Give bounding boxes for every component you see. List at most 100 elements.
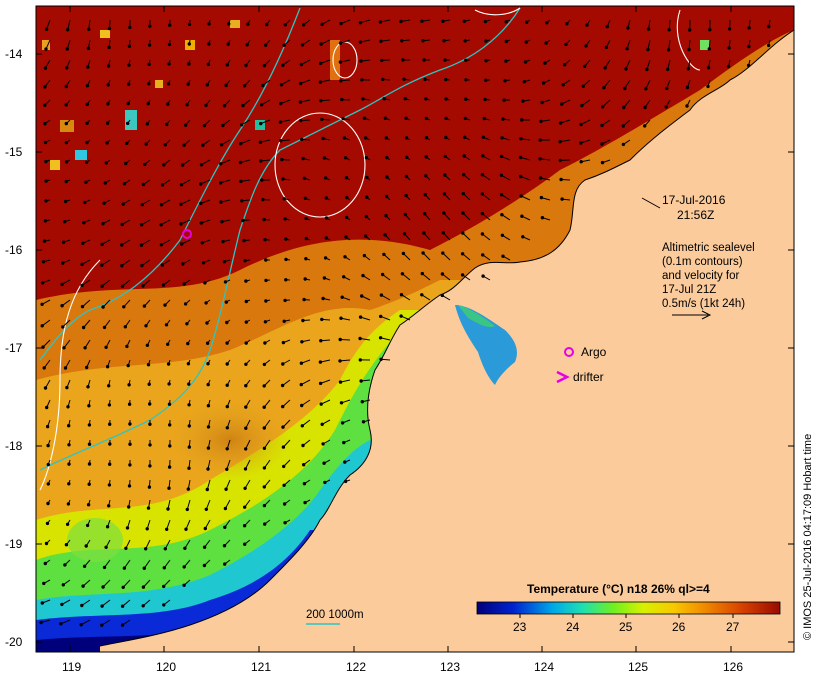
velocity-arrowhead xyxy=(244,384,248,388)
velocity-arrowhead xyxy=(500,233,505,238)
velocity-arrowhead xyxy=(340,421,345,425)
velocity-arrowhead xyxy=(259,159,263,163)
velocity-arrowhead xyxy=(224,83,228,88)
velocity-arrowhead xyxy=(105,121,110,125)
velocity-arrowhead xyxy=(364,156,369,160)
velocity-arrowhead xyxy=(402,232,407,236)
velocity-arrowhead xyxy=(225,320,229,325)
velocity-arrowhead xyxy=(444,97,448,101)
velocity-arrowhead xyxy=(580,103,584,108)
velocity-arrowhead xyxy=(688,28,692,32)
velocity-arrowhead xyxy=(107,45,111,50)
velocity-arrowhead xyxy=(464,78,468,82)
velocity-arrowhead xyxy=(504,20,508,24)
velocity-arrowhead xyxy=(61,261,65,265)
velocity-arrowhead xyxy=(382,252,386,257)
velocity-arrowhead xyxy=(128,422,132,426)
velocity-arrowhead xyxy=(338,41,343,45)
velocity-arrowhead xyxy=(239,142,243,146)
velocity-arrowhead xyxy=(225,341,229,345)
velocity-arrowhead xyxy=(67,424,71,428)
velocity-arrowhead xyxy=(338,380,343,384)
velocity-arrowhead xyxy=(243,486,247,490)
velocity-arrowhead xyxy=(281,340,286,345)
velocity-arrowhead xyxy=(83,200,87,205)
velocity-arrowhead xyxy=(43,386,48,390)
velocity-arrowhead xyxy=(105,141,109,145)
velocity-arrowhead xyxy=(65,385,69,390)
velocity-arrowhead xyxy=(561,83,565,87)
velocity-arrowhead xyxy=(300,137,304,142)
velocity-arrowhead xyxy=(60,282,64,286)
velocity-arrowhead xyxy=(179,202,183,207)
velocity-arrowhead xyxy=(108,462,112,466)
velocity-arrowhead xyxy=(344,215,349,220)
velocity-arrowhead xyxy=(140,202,145,207)
velocity-arrowhead xyxy=(126,363,130,368)
velocity-arrowhead xyxy=(186,341,190,346)
velocity-arrowhead xyxy=(324,196,328,200)
velocity-arrowhead xyxy=(726,64,731,69)
velocity-arrowhead xyxy=(520,118,524,122)
velocity-arrowhead xyxy=(320,22,324,26)
velocity-arrowhead xyxy=(85,84,90,88)
velocity-arrowhead xyxy=(66,28,70,32)
velocity-arrowhead xyxy=(667,28,671,32)
velocity-arrowhead xyxy=(499,154,504,159)
velocity-arrowhead xyxy=(302,463,306,467)
velocity-arrowhead xyxy=(621,142,626,147)
velocity-arrowhead xyxy=(301,443,305,448)
velocity-arrowhead xyxy=(563,62,567,67)
velocity-arrowhead xyxy=(543,61,547,65)
velocity-arrowhead xyxy=(525,20,529,24)
lat-tick-label: -14 xyxy=(5,47,23,61)
velocity-arrowhead xyxy=(160,183,165,187)
velocity-arrowhead xyxy=(244,426,248,430)
velocity-arrowhead xyxy=(579,141,583,145)
velocity-arrowhead xyxy=(361,420,366,424)
velocity-arrowhead xyxy=(666,48,671,52)
velocity-arrowhead xyxy=(162,163,166,167)
velocity-arrowhead xyxy=(125,526,130,530)
velocity-arrowhead xyxy=(166,362,171,366)
velocity-arrowhead xyxy=(147,382,151,386)
velocity-arrowhead xyxy=(602,86,606,90)
velocity-arrowhead xyxy=(206,425,211,429)
velocity-arrowhead xyxy=(420,293,424,297)
velocity-arrowhead xyxy=(685,85,690,90)
velocity-arrowhead xyxy=(182,583,186,587)
velocity-arrowhead xyxy=(140,263,144,268)
velocity-arrowhead xyxy=(204,507,209,511)
legend-line: Altimetric sealevel xyxy=(662,242,755,254)
velocity-arrowhead xyxy=(63,563,67,567)
velocity-arrowhead xyxy=(262,426,266,430)
velocity-arrowhead xyxy=(222,544,227,548)
velocity-arrowhead xyxy=(378,20,383,24)
velocity-arrowhead xyxy=(584,44,588,48)
velocity-arrowhead xyxy=(80,603,84,608)
velocity-arrowhead xyxy=(86,65,90,69)
velocity-arrowhead xyxy=(202,563,207,568)
velocity-arrowhead xyxy=(284,237,288,241)
lon-tick-label: 120 xyxy=(156,660,176,674)
velocity-arrowhead xyxy=(40,281,45,285)
velocity-arrowhead xyxy=(281,63,285,68)
velocity-arrowhead xyxy=(518,155,523,160)
velocity-arrowhead xyxy=(746,63,751,68)
velocity-arrowhead xyxy=(40,302,44,306)
velocity-arrowhead xyxy=(539,195,544,200)
lon-axis: 119 120 121 122 123 124 125 126 xyxy=(62,6,743,674)
legend-line: (0.1m contours) xyxy=(662,256,743,268)
velocity-arrowhead xyxy=(481,135,486,140)
velocity-arrowhead xyxy=(100,263,104,267)
velocity-arrowhead xyxy=(46,482,50,486)
velocity-arrowhead xyxy=(44,159,48,164)
velocity-arrowhead xyxy=(264,43,268,47)
velocity-arrowhead xyxy=(299,382,303,387)
velocity-arrowhead xyxy=(521,235,525,239)
velocity-arrowhead xyxy=(708,28,712,32)
velocity-arrowhead xyxy=(241,218,245,223)
velocity-arrowhead xyxy=(224,300,229,304)
velocity-arrowhead xyxy=(200,241,205,245)
velocity-arrowhead xyxy=(424,174,428,178)
